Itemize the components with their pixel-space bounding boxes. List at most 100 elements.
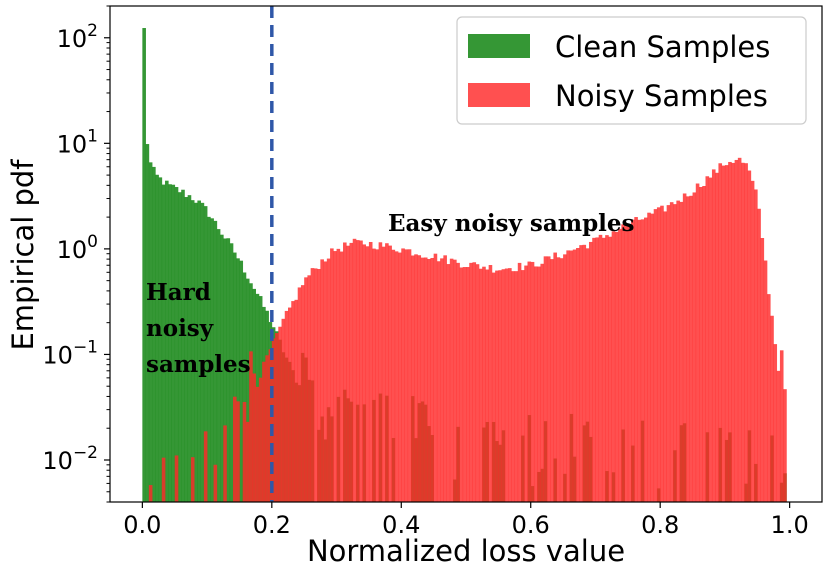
annotation-hard-line-3: samples <box>146 351 251 378</box>
noisy-bar <box>563 254 567 502</box>
noisy-bar <box>546 256 551 502</box>
clean-bar <box>216 229 221 502</box>
noisy-bar <box>378 242 383 503</box>
noisy-bar <box>313 268 318 502</box>
noisy-bar <box>770 315 774 502</box>
noisy-bar <box>262 361 266 502</box>
legend-label-noisy: Noisy Samples <box>555 79 768 113</box>
noisy-bar <box>627 224 632 502</box>
clean-bar <box>197 200 201 502</box>
noisy-bar <box>582 244 587 502</box>
noisy-bar <box>242 401 247 502</box>
noisy-bar <box>495 270 499 502</box>
noisy-bar <box>779 350 784 502</box>
x-tick-label: 0.0 <box>123 511 161 539</box>
clean-bar <box>213 220 218 502</box>
noisy-bar <box>190 457 195 502</box>
noisy-bar <box>349 242 354 502</box>
noisy-bar <box>275 333 279 502</box>
noisy-bar <box>543 256 548 502</box>
noisy-bar <box>427 258 431 502</box>
noisy-bar <box>501 269 506 502</box>
legend: Clean Samples Noisy Samples <box>456 16 807 125</box>
noisy-bar <box>737 157 742 502</box>
noisy-bar <box>475 264 480 502</box>
noisy-bar <box>763 260 768 502</box>
noisy-bar <box>278 326 282 502</box>
x-tick-label: 0.4 <box>382 511 420 539</box>
noisy-bars <box>148 157 787 503</box>
noisy-bar <box>388 245 392 502</box>
noisy-bar <box>252 373 256 502</box>
noisy-bar <box>466 267 470 502</box>
noisy-bar <box>618 228 622 502</box>
clean-bar <box>194 202 198 503</box>
noisy-bar <box>213 464 218 502</box>
noisy-bar <box>320 259 324 502</box>
annotation-easy-noisy: Easy noisy samples <box>388 210 634 237</box>
noisy-bar <box>508 268 512 502</box>
noisy-bar <box>420 257 425 502</box>
y-tick-label: 101 <box>57 126 98 158</box>
noisy-bar <box>686 196 690 502</box>
clean-bar <box>174 187 179 502</box>
noisy-bar <box>498 270 502 502</box>
y-tick-label: 100 <box>57 232 98 264</box>
clean-bar <box>200 202 205 502</box>
noisy-bar <box>637 219 642 502</box>
noisy-bar <box>249 351 253 502</box>
noisy-bar <box>614 231 619 502</box>
y-axis-title: Empirical pdf <box>6 159 40 351</box>
noisy-bar <box>517 262 522 502</box>
noisy-bar <box>760 238 765 502</box>
noisy-bar <box>572 249 577 502</box>
noisy-bar <box>666 205 671 503</box>
noisy-bar <box>339 251 344 502</box>
clean-bar <box>245 278 250 502</box>
noisy-bar <box>291 301 295 502</box>
clean-bar <box>226 238 231 503</box>
noisy-bar <box>401 248 405 502</box>
clean-bar <box>220 234 224 502</box>
noisy-bar <box>747 170 752 503</box>
noisy-bar <box>365 246 370 502</box>
noisy-bar <box>598 234 603 503</box>
noisy-bar <box>482 266 486 502</box>
noisy-bar <box>731 162 735 502</box>
noisy-bar <box>430 257 434 502</box>
noisy-bar <box>708 177 713 503</box>
noisy-bar <box>676 200 680 502</box>
noisy-bar <box>368 241 373 503</box>
noisy-bar <box>556 257 561 502</box>
noisy-bar <box>663 211 668 502</box>
noisy-bar <box>530 261 535 502</box>
noisy-bar <box>682 193 687 503</box>
noisy-bar <box>459 267 464 502</box>
noisy-bar <box>601 237 606 502</box>
clean-bar <box>168 184 172 503</box>
noisy-bar <box>689 195 693 503</box>
noisy-bar <box>605 235 609 502</box>
clean-bar <box>158 177 163 502</box>
legend-swatch-noisy <box>468 83 530 107</box>
noisy-bar <box>608 236 612 503</box>
noisy-bar <box>699 186 703 503</box>
noisy-bar <box>705 176 710 502</box>
noisy-bar <box>566 250 570 502</box>
clean-bar <box>232 252 237 502</box>
x-tick-label: 0.6 <box>512 511 550 539</box>
x-tick-label: 0.8 <box>641 511 679 539</box>
noisy-bar <box>744 163 748 502</box>
noisy-bar <box>394 251 399 502</box>
annotation-hard-line-1: Hard <box>146 279 211 306</box>
clean-bar <box>155 174 159 502</box>
noisy-bar <box>281 318 286 502</box>
noisy-bar <box>436 261 441 502</box>
noisy-bar <box>656 207 661 502</box>
y-axis: 10−2 10−1 100 101 102 <box>42 5 110 503</box>
y-tick-label: 10−2 <box>42 443 98 475</box>
x-axis: 0.0 0.2 0.4 0.6 0.8 1.0 <box>123 502 809 539</box>
noisy-bar <box>754 189 758 502</box>
clean-bar <box>229 243 234 502</box>
